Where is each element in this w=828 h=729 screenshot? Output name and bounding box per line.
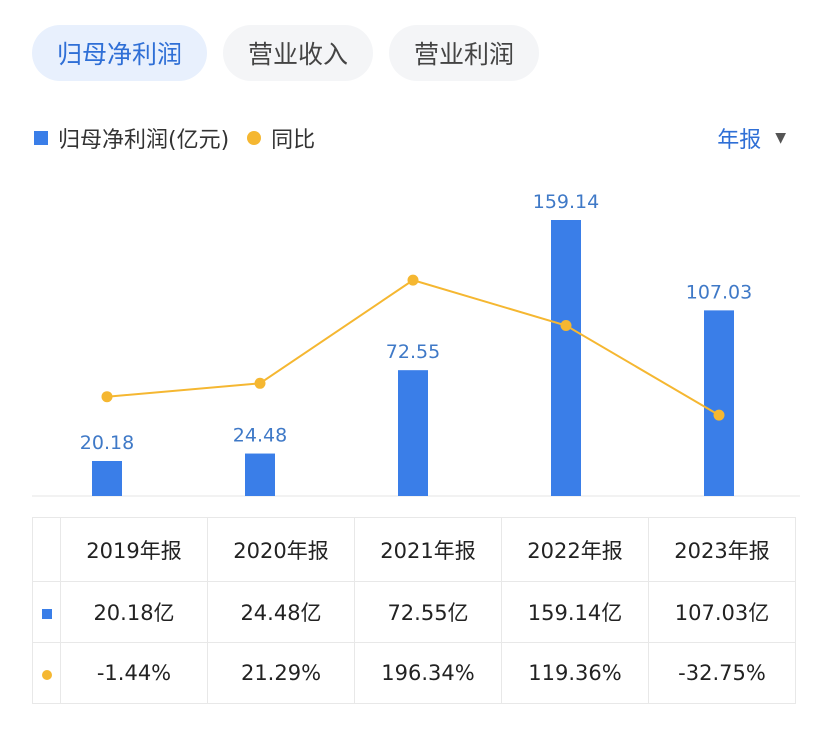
bar-value-label: 107.03	[686, 281, 752, 303]
bar-2020年报	[245, 453, 275, 496]
bar-marker-icon	[41, 609, 52, 619]
line-legend-marker	[247, 131, 262, 145]
tab-bar: 归母净利润 营业收入 营业利润	[32, 25, 540, 81]
table-cell: -1.44%	[60, 642, 208, 704]
column-header: 2020年报	[207, 517, 355, 582]
table-cell: 196.34%	[354, 642, 502, 704]
bar-legend-marker	[34, 131, 48, 145]
profit-row-marker-cell	[32, 581, 61, 643]
chart-area: 20.18 24.48 72.55 159.14 107.03	[32, 191, 800, 497]
column-header: 2019年报	[60, 517, 208, 582]
table-cell: 24.48亿	[207, 581, 355, 643]
header-icon-cell	[32, 517, 61, 582]
tab-revenue[interactable]: 营业收入	[223, 25, 374, 81]
yoy-point-2022年报	[560, 320, 572, 332]
data-table: 2019年报 2020年报 2021年报 2022年报 2023年报 20.18…	[32, 517, 796, 704]
column-header: 2022年报	[501, 517, 649, 582]
column-header: 2023年报	[648, 517, 796, 582]
chart-legend: 归母净利润(亿元) 同比	[34, 122, 315, 154]
table-row-yoy: -1.44% 21.29% 196.34% 119.36% -32.75%	[32, 642, 796, 704]
yoy-point-2023年报	[713, 409, 725, 421]
column-header: 2021年报	[354, 517, 502, 582]
table-cell: 20.18亿	[60, 581, 208, 643]
table-cell: 107.03亿	[648, 581, 796, 643]
bar-2023年报	[704, 310, 734, 496]
dot-marker-icon	[41, 670, 52, 680]
bar-value-label: 20.18	[80, 432, 134, 454]
tab-operating-profit[interactable]: 营业利润	[389, 25, 540, 81]
table-row-net-profit: 20.18亿 24.48亿 72.55亿 159.14亿 107.03亿	[32, 581, 796, 643]
yoy-point-2020年报	[254, 377, 266, 389]
bar-2019年报	[92, 461, 122, 496]
table-cell: 21.29%	[207, 642, 355, 704]
yoy-point-2019年报	[101, 391, 113, 403]
bar-2022年报	[551, 220, 581, 496]
table-cell: 72.55亿	[354, 581, 502, 643]
line-legend-label: 同比	[271, 128, 316, 153]
table-cell: -32.75%	[648, 642, 796, 704]
table-header-row: 2019年报 2020年报 2021年报 2022年报 2023年报	[32, 517, 796, 582]
period-selector-label: 年报	[717, 128, 762, 153]
bar-value-label: 24.48	[233, 425, 287, 447]
bar-legend-label: 归母净利润(亿元)	[58, 128, 230, 153]
table-cell: 119.36%	[501, 642, 649, 704]
bar-2021年报	[398, 370, 428, 496]
caret-down-icon: ▼	[775, 130, 786, 146]
yoy-point-2021年报	[407, 274, 419, 286]
bar-value-label: 159.14	[533, 191, 599, 213]
bar-value-label: 72.55	[386, 341, 440, 363]
period-selector[interactable]: 年报 ▼	[717, 122, 786, 154]
table-cell: 159.14亿	[501, 581, 649, 643]
yoy-row-marker-cell	[32, 642, 61, 704]
tab-net-profit[interactable]: 归母净利润	[32, 25, 208, 81]
